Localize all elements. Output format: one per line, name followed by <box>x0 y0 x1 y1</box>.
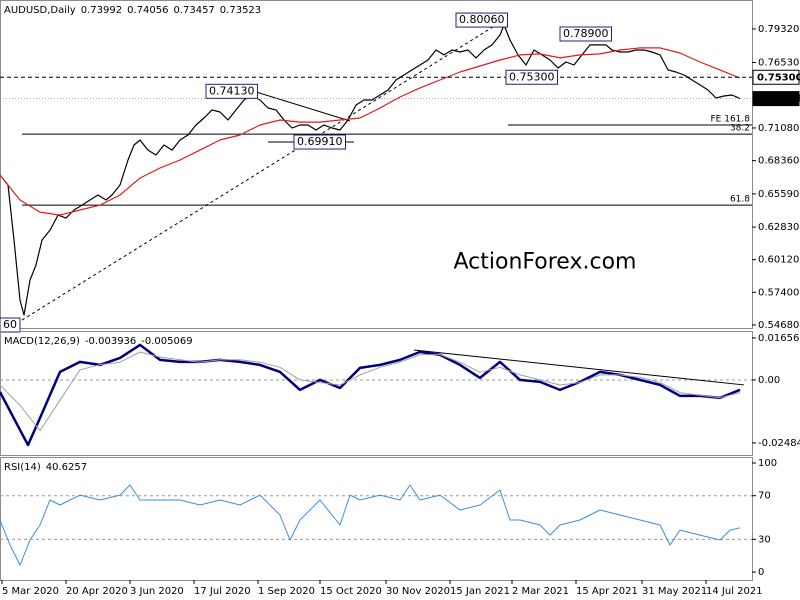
x-tick-label: 15 Apr 2021 <box>576 586 638 597</box>
y-tick-label: 70 <box>758 491 771 502</box>
y-tick-label: 0.76530 <box>758 57 799 68</box>
y-tick-label: 0.65590 <box>758 189 799 200</box>
panel-frame <box>0 457 753 581</box>
series-line <box>0 47 741 216</box>
annotation-label: 0.75300 <box>509 70 555 83</box>
annotation-label: 0.78900 <box>563 27 609 40</box>
y-tick-label: 0.00 <box>758 375 780 386</box>
panel-title: RSI(14) 40.6257 <box>4 462 87 473</box>
trend-line <box>253 90 351 122</box>
panel-title-value: 0.73523 <box>220 5 261 16</box>
trend-line <box>413 349 745 386</box>
y-tick-label: 0.68360 <box>758 156 799 167</box>
x-tick-label: 15 Oct 2020 <box>320 586 382 597</box>
x-tick-label: 30 Nov 2020 <box>386 586 450 597</box>
series-line <box>0 484 741 566</box>
y-tick-label: 0.62830 <box>758 222 799 233</box>
fib-label: 38.2 <box>730 124 750 134</box>
price-box-label: 0.75300 <box>757 72 800 83</box>
price-box-label: 0.73523 <box>757 94 800 105</box>
x-tick-label: 3 Jun 2020 <box>130 586 184 597</box>
annotation-label: 0.69910 <box>297 135 343 148</box>
x-tick-label: 20 Apr 2020 <box>66 586 128 597</box>
y-tick-label: 0.57400 <box>758 287 799 298</box>
panel-title-value: -0.003936 <box>85 336 136 347</box>
x-tick-label: 1 Sep 2020 <box>258 586 315 597</box>
panel-title: MACD(12,26,9) -0.003936 -0.005069 <box>4 336 193 347</box>
y-tick-label: 0.71080 <box>758 123 799 134</box>
y-tick-label: 0 <box>758 567 764 578</box>
panel-title-value: 40.6257 <box>46 462 87 473</box>
fib-label: FE 161.8 <box>711 114 751 124</box>
y-tick-label: 0.016567 <box>758 333 800 344</box>
y-tick-label: -0.02484 <box>758 438 800 449</box>
annotation-box <box>559 26 612 42</box>
panel-title-value: -0.005069 <box>141 336 192 347</box>
watermark: ActionForex.com <box>454 249 637 274</box>
series-line <box>0 24 741 316</box>
trend-line <box>21 19 505 321</box>
series-line <box>0 343 741 447</box>
series-line <box>0 351 741 432</box>
x-tick-label: 31 May 2021 <box>642 586 707 597</box>
annotation-box <box>293 134 346 150</box>
panel-title-value: 0.73992 <box>81 5 122 16</box>
price-box <box>752 91 800 107</box>
y-tick-label: 0.60120 <box>758 255 799 266</box>
annotation-box <box>505 69 558 85</box>
x-tick-label: 15 Jan 2021 <box>450 586 510 597</box>
y-tick-label: 30 <box>758 534 771 545</box>
annotation-box <box>205 83 258 99</box>
x-tick-label: 5 Mar 2020 <box>2 586 59 597</box>
panel-title-name: AUDUSD,Daily <box>4 5 76 16</box>
annotation-label: 0.74130 <box>209 84 255 97</box>
panel-frame <box>0 0 753 329</box>
x-tick-label: 14 Jul 2021 <box>706 586 763 597</box>
y-tick-label: 100 <box>758 458 777 469</box>
panel-title-name: MACD(12,26,9) <box>4 336 80 347</box>
y-tick-label: 0.54680 <box>758 320 799 331</box>
x-tick-label: 2 Mar 2021 <box>512 586 569 597</box>
panel-title-value: 0.73457 <box>173 5 214 16</box>
y-tick-label: 0.79320 <box>758 24 799 35</box>
annotation-label: 60 <box>3 318 17 331</box>
annotation-label: 0.80060 <box>459 13 505 26</box>
price-box <box>752 69 800 85</box>
panel-title-name: RSI(14) <box>4 462 41 473</box>
x-tick-label: 17 Jul 2020 <box>194 586 251 597</box>
panel-title-value: 0.74056 <box>127 5 168 16</box>
annotation-box <box>455 12 508 28</box>
fib-label: 61.8 <box>730 195 750 205</box>
panel-title: AUDUSD,Daily 0.73992 0.74056 0.73457 0.73523 <box>4 5 261 16</box>
